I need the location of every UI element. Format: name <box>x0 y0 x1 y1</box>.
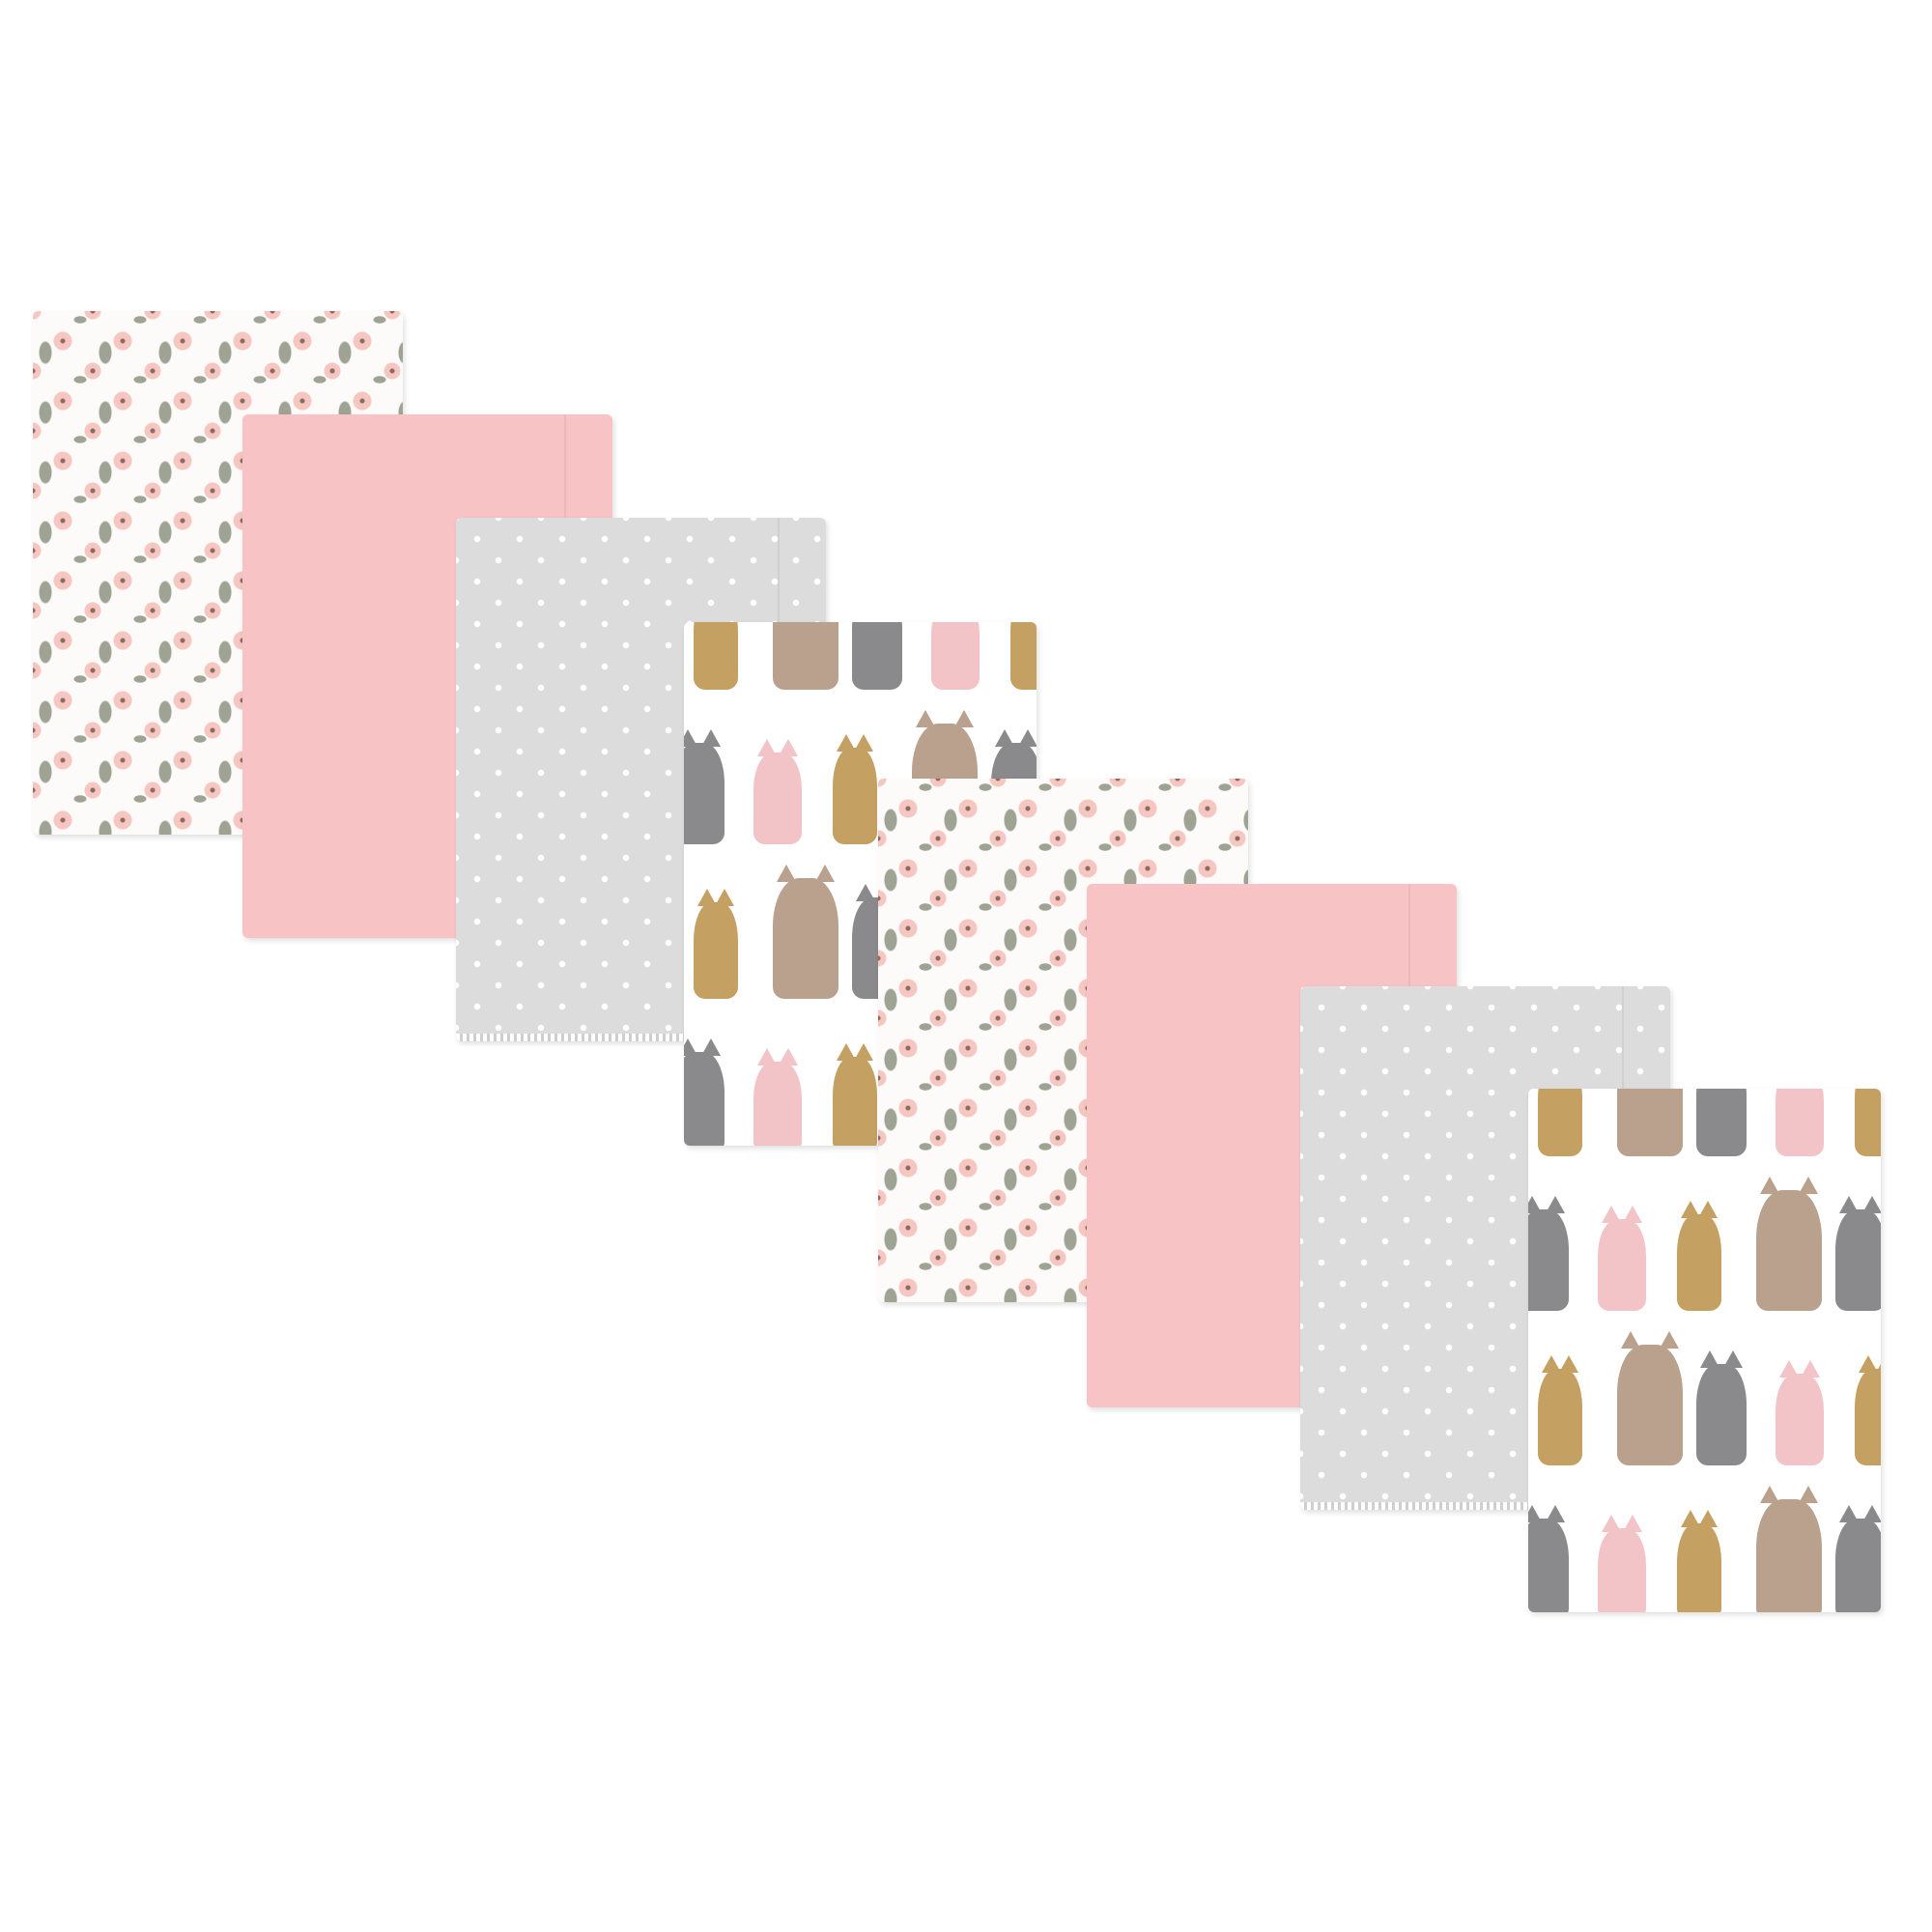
bear-figure <box>1617 1089 1683 1156</box>
wolf-figure <box>1835 1505 1881 1612</box>
bear-figure <box>773 622 838 690</box>
deer-figure <box>833 734 877 844</box>
deer-figure <box>1010 622 1037 690</box>
wolf-figure <box>852 622 902 690</box>
bear-figure <box>773 865 838 999</box>
fox-figure <box>753 739 802 844</box>
deer-figure <box>1855 1355 1881 1465</box>
deer-figure <box>694 622 738 690</box>
bear-figure <box>1756 1177 1822 1311</box>
wolf-figure <box>1528 1505 1569 1612</box>
fox-figure <box>931 622 980 690</box>
wolf-figure <box>1528 1196 1569 1311</box>
deer-figure <box>694 889 738 999</box>
fox-figure <box>753 1048 802 1146</box>
deer-figure <box>1538 1355 1582 1465</box>
deer-figure <box>1677 1201 1721 1311</box>
deer-figure <box>833 1043 877 1146</box>
hem-stitch <box>456 1034 826 1041</box>
fox-figure <box>1598 1206 1646 1311</box>
bear-figure <box>1756 1486 1822 1612</box>
wolf-figure <box>684 729 724 844</box>
deer-figure <box>1855 1089 1881 1156</box>
fox-figure <box>1776 1089 1824 1156</box>
fox-figure <box>1598 1515 1646 1612</box>
deer-figure <box>1538 1089 1582 1156</box>
fox-figure <box>1776 1360 1824 1465</box>
wolf-figure <box>684 1038 724 1146</box>
wolf-figure <box>1696 1350 1747 1465</box>
hem-stitch <box>1300 1502 1670 1510</box>
bear-figure <box>1617 1331 1683 1465</box>
wolf-figure <box>1835 1196 1881 1311</box>
wolf-figure <box>1696 1089 1747 1156</box>
cloth-animals-2 <box>1528 1089 1881 1612</box>
deer-figure <box>1677 1510 1721 1612</box>
